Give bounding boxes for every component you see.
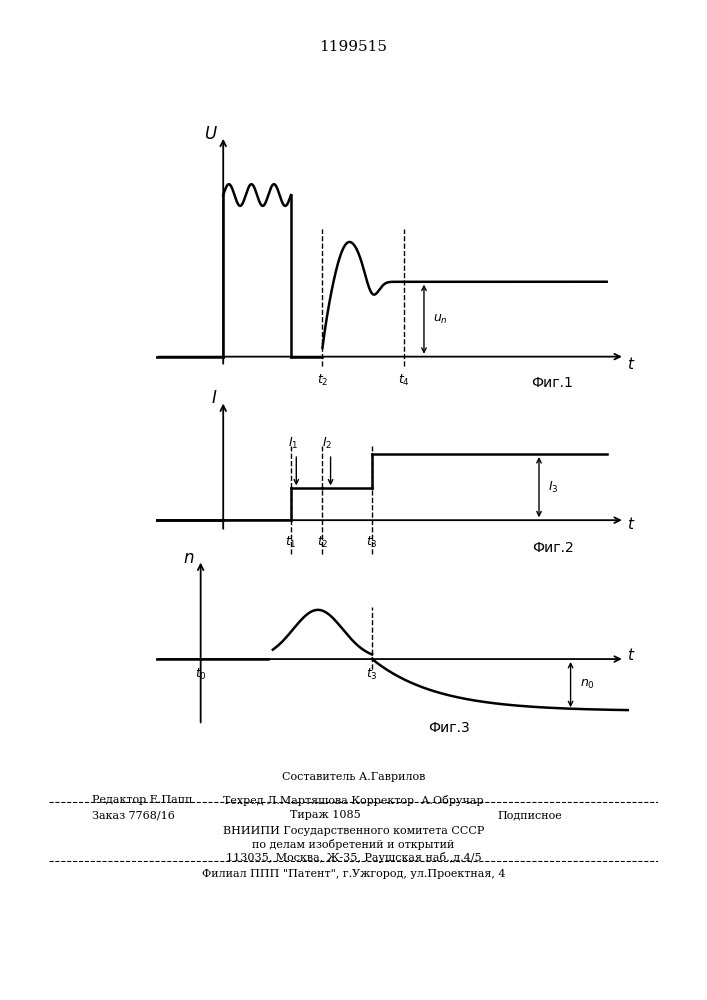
Text: t: t [627, 357, 633, 372]
Text: $t_2$: $t_2$ [317, 535, 328, 550]
Text: 113035, Москва, Ж-35, Раушская наб.,д.4/5: 113035, Москва, Ж-35, Раушская наб.,д.4/… [226, 852, 481, 863]
Text: Фиг.2: Фиг.2 [532, 541, 573, 555]
Text: U: U [204, 125, 216, 143]
Text: $n_0$: $n_0$ [580, 678, 595, 691]
Text: t: t [627, 517, 633, 532]
Text: n: n [183, 549, 194, 567]
Text: Фиг.3: Фиг.3 [428, 721, 469, 735]
Text: Подписное: Подписное [498, 810, 563, 820]
Text: t: t [627, 648, 633, 663]
Text: $t_0$: $t_0$ [194, 667, 206, 682]
Text: $I_1$: $I_1$ [288, 436, 298, 451]
Text: $t_2$: $t_2$ [317, 372, 328, 388]
Text: I: I [211, 389, 216, 407]
Text: Тираж 1085: Тираж 1085 [290, 810, 361, 820]
Text: Техред Л.Мартяшова Корректор  А.Обручар: Техред Л.Мартяшова Корректор А.Обручар [223, 795, 484, 806]
Text: $I_2$: $I_2$ [322, 436, 332, 451]
Text: $I_3$: $I_3$ [548, 480, 559, 495]
Text: Филиал ППП "Патент", г.Ужгород, ул.Проектная, 4: Филиал ППП "Патент", г.Ужгород, ул.Проек… [201, 869, 506, 879]
Text: по делам изобретений и открытий: по делам изобретений и открытий [252, 839, 455, 850]
Text: $t_1$: $t_1$ [285, 535, 297, 550]
Text: $t_4$: $t_4$ [398, 372, 409, 388]
Text: $t_3$: $t_3$ [366, 535, 378, 550]
Text: Заказ 7768/16: Заказ 7768/16 [92, 810, 175, 820]
Text: Редактор Е.Папп: Редактор Е.Папп [92, 795, 192, 805]
Text: Фиг.1: Фиг.1 [532, 376, 573, 390]
Text: ВНИИПИ Государственного комитета СССР: ВНИИПИ Государственного комитета СССР [223, 826, 484, 836]
Text: Составитель А.Гаврилов: Составитель А.Гаврилов [282, 772, 425, 782]
Text: $u_n$: $u_n$ [433, 313, 448, 326]
Text: $t_3$: $t_3$ [366, 667, 378, 682]
Text: 1199515: 1199515 [320, 40, 387, 54]
